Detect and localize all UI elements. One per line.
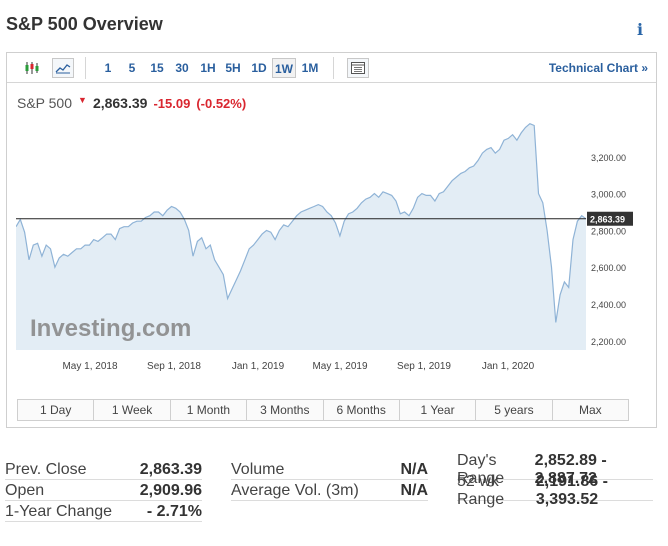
y-tick-label: 3,000.00	[591, 190, 626, 200]
settings-panel-icon[interactable]	[347, 58, 369, 78]
quote-header: S&P 500 ▼ 2,863.39 -15.09 (-0.52%)	[17, 95, 246, 111]
y-tick-label: 2,200.00	[591, 337, 626, 347]
stat-row: Open 2,909.96	[5, 481, 202, 501]
price-change-percent: (-0.52%)	[196, 96, 247, 111]
price-change: -15.09	[153, 96, 191, 111]
interval-30[interactable]: 30	[175, 61, 189, 75]
stat-row: Average Vol. (3m) N/A	[231, 481, 428, 501]
range-1-week[interactable]: 1 Week	[94, 400, 171, 420]
stat-value: 2,191.86 - 3,393.52	[535, 472, 608, 508]
stat-row: 52 wk Range 2,191.86 - 3,393.52	[457, 473, 653, 508]
y-tick-label: 2,600.00	[591, 263, 626, 273]
chart-widget: 1 5 15 30 1H 5H 1D 1W 1M Technical Chart…	[6, 52, 657, 428]
technical-chart-link[interactable]: Technical Chart »	[548, 61, 648, 75]
interval-15[interactable]: 15	[150, 61, 164, 75]
price-chart[interactable]: 3,200.00 3,000.00 2,800.00 2,600.00 2,400.00…	[15, 120, 652, 410]
x-tick-label: May 1, 2019	[312, 361, 367, 372]
area-chart-icon[interactable]	[52, 58, 74, 78]
range-6-months[interactable]: 6 Months	[323, 400, 400, 420]
stat-row: 1-Year Change - 2.71%	[5, 502, 202, 522]
stat-label: Volume	[231, 460, 285, 478]
price-chart-svg: 3,200.00 3,000.00 2,800.00 2,600.00 2,400.00…	[15, 120, 633, 372]
x-tick-label: Sep 1, 2018	[147, 361, 201, 372]
range-3-months[interactable]: 3 Months	[247, 400, 324, 420]
stat-row: Volume N/A	[231, 460, 428, 480]
info-icon[interactable]: i	[636, 20, 644, 39]
stat-label: 1-Year Change	[5, 502, 113, 520]
y-tick-label: 2,800.00	[591, 226, 626, 236]
candlestick-icon[interactable]	[21, 58, 43, 78]
stat-label: Average Vol. (3m)	[231, 481, 359, 499]
y-tick-label: 3,200.00	[591, 153, 626, 163]
range-1-month[interactable]: 1 Month	[170, 400, 248, 420]
stat-value: N/A	[400, 481, 428, 499]
y-tick-label: 2,400.00	[591, 300, 626, 310]
chart-toolbar: 1 5 15 30 1H 5H 1D 1W 1M Technical Chart…	[7, 53, 656, 83]
series-area	[16, 123, 586, 350]
x-tick-label: Jan 1, 2019	[232, 361, 285, 372]
range-1-year[interactable]: 1 Year	[399, 400, 477, 420]
last-price: 2,863.39	[92, 95, 148, 111]
stat-value: 2,852.89 - 2,887.72	[534, 451, 607, 487]
range-1-day[interactable]: 1 Day	[18, 400, 95, 420]
x-tick-label: Sep 1, 2019	[397, 361, 451, 372]
down-arrow-icon: ▼	[78, 95, 87, 105]
stat-value: N/A	[400, 460, 428, 478]
interval-1d[interactable]: 1D	[251, 61, 267, 75]
interval-1w[interactable]: 1W	[272, 58, 296, 78]
stat-value: 2,909.96	[139, 481, 202, 499]
stat-value: - 2.71%	[146, 502, 202, 520]
interval-1h[interactable]: 1H	[200, 61, 216, 75]
series-line	[15, 123, 587, 323]
stat-row: Day's Range 2,852.89 - 2,887.72	[457, 452, 653, 487]
toolbar-divider	[85, 57, 86, 79]
stat-label: Prev. Close	[5, 460, 87, 478]
page-title: S&P 500 Overview	[6, 14, 163, 34]
x-tick-label: May 1, 2018	[62, 361, 117, 372]
time-range-bar: 1 Day 1 Week 1 Month 3 Months 6 Months 1…	[17, 399, 629, 421]
stat-row: Prev. Close 2,863.39	[5, 460, 202, 480]
range-max[interactable]: Max	[552, 400, 628, 420]
stat-label: Day's Range	[457, 451, 505, 487]
interval-5h[interactable]: 5H	[225, 61, 241, 75]
interval-1[interactable]: 1	[104, 61, 112, 75]
x-tick-label: Jan 1, 2020	[482, 361, 535, 372]
stat-label: Open	[5, 481, 45, 499]
stat-label: 52 wk Range	[457, 472, 505, 508]
interval-1m[interactable]: 1M	[301, 61, 319, 75]
toolbar-divider	[333, 57, 334, 79]
instrument-name: S&P 500	[17, 95, 73, 111]
current-price-tag	[587, 211, 633, 226]
stat-value: 2,863.39	[139, 460, 202, 478]
current-price-tag-label: 2,863.39	[590, 215, 625, 225]
range-5-years[interactable]: 5 years	[476, 400, 553, 420]
interval-5[interactable]: 5	[128, 61, 136, 75]
investing-watermark: Investing.com	[30, 315, 191, 342]
